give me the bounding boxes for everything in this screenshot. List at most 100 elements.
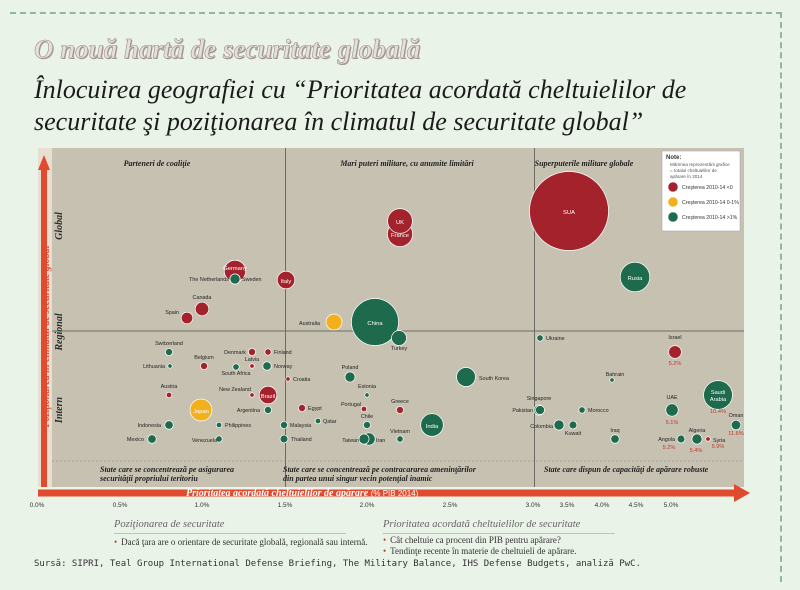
bubble-label: Estonia bbox=[358, 384, 376, 390]
bubble-label: New Zealand bbox=[219, 387, 251, 393]
bubble-poland bbox=[344, 371, 356, 383]
footer-left-rule bbox=[114, 533, 346, 534]
bubble-label: Angola bbox=[658, 437, 675, 443]
bubble-spain bbox=[180, 311, 194, 325]
bubble-iraq bbox=[610, 434, 620, 444]
bubble-greece bbox=[396, 406, 404, 414]
bubble-kuwait bbox=[568, 420, 578, 430]
bubble-label: Oman bbox=[729, 413, 744, 419]
subtitle-line-2: securitate şi poziţionarea în climatul d… bbox=[34, 107, 644, 136]
legend-note-title: Note: bbox=[666, 155, 681, 161]
bubble-label: Iraq bbox=[610, 428, 619, 434]
bubble-thailand bbox=[279, 434, 289, 444]
bubble-label: Turkey bbox=[391, 346, 408, 352]
bubble-label: Mexico bbox=[127, 437, 144, 443]
bubble-saudi-arabia bbox=[703, 380, 733, 410]
bubble-label: Pakistan bbox=[512, 408, 533, 414]
bubble-finland bbox=[264, 348, 272, 356]
bubble-label: Kuwait bbox=[565, 431, 582, 437]
bubble-rusia bbox=[619, 261, 651, 293]
bubble-algeria bbox=[691, 433, 703, 445]
bubble-label: UK bbox=[396, 220, 404, 226]
bubble-qatar bbox=[314, 417, 322, 425]
bubble-label: Japan bbox=[193, 409, 209, 415]
x-tick-label: 3.5% bbox=[560, 502, 575, 509]
bubble-mexico bbox=[147, 434, 157, 444]
bubble-label: Ukraine bbox=[546, 336, 565, 342]
x-tick-label: 0.0% bbox=[30, 502, 45, 509]
page-border bbox=[10, 12, 782, 582]
bubble-label: UAE bbox=[666, 395, 677, 401]
bubble-oman bbox=[730, 419, 742, 431]
bubble-label: Croatia bbox=[293, 377, 310, 383]
bubble-label: Brazil bbox=[261, 394, 276, 400]
bubble-label: Spain bbox=[165, 310, 179, 316]
bubble-label: Singapore bbox=[527, 396, 552, 402]
x-tick-label: 1.0% bbox=[195, 502, 210, 509]
bubble-layer bbox=[147, 171, 742, 446]
bubble-label: Finland bbox=[274, 350, 292, 356]
bubble-ukraine bbox=[536, 334, 544, 342]
legend-swatch bbox=[667, 181, 679, 193]
bubble-label: Lithuania bbox=[143, 364, 165, 370]
bubble-label: Italy bbox=[281, 279, 292, 285]
bubble-label: France bbox=[391, 233, 409, 239]
subtitle-line-1: Înlocuirea geografiei cu “Prioritatea ac… bbox=[34, 75, 687, 104]
bubble-croatia bbox=[285, 376, 291, 382]
x-tick-label: 2.0% bbox=[360, 502, 375, 509]
bubble-argentina bbox=[264, 406, 272, 414]
bubble-label: Australia bbox=[299, 321, 320, 327]
bubble-label: Vietnam bbox=[390, 429, 410, 435]
bubble-label: South Korea bbox=[479, 376, 509, 382]
legend-swatch bbox=[667, 196, 679, 208]
bubble-label: Argentina bbox=[237, 408, 260, 414]
bubble-label: Colombia bbox=[530, 424, 553, 430]
bubble-label: Belgium bbox=[194, 355, 214, 361]
bubble-label: Egypt bbox=[308, 406, 322, 412]
bubble-extra-label: 5.4% bbox=[690, 448, 703, 454]
bubble-label: Denmark bbox=[224, 350, 246, 356]
bubble-label: China bbox=[367, 321, 383, 327]
bubble-label: Thailand bbox=[291, 437, 312, 443]
bubble-label: Greece bbox=[391, 399, 409, 405]
bubble-chile bbox=[363, 421, 371, 429]
chart-legend: Note:Mărimea reprezentării grafice= tota… bbox=[661, 150, 741, 232]
bubble-new-zealand bbox=[249, 392, 255, 398]
legend-swatch bbox=[667, 211, 679, 223]
legend-label: Creşterea 2010-14 >1% bbox=[682, 215, 738, 221]
bubble-label: Indonesia bbox=[138, 423, 161, 429]
y-axis-label: Poziţionarea în climatul de securitate g… bbox=[41, 245, 52, 427]
bubble-angola bbox=[676, 434, 686, 444]
bubble-extra-label: 5.2% bbox=[669, 361, 682, 367]
bubble-uk bbox=[387, 208, 413, 234]
bubble-label: South Africa bbox=[221, 371, 250, 377]
x-tick-label: 5.0% bbox=[664, 502, 679, 509]
bubble-malaysia bbox=[280, 421, 288, 429]
bubble-label: Venezuela bbox=[192, 438, 217, 444]
legend-label: Creşterea 2010-14 <0 bbox=[682, 185, 733, 191]
bubble-china bbox=[351, 298, 399, 346]
bubble-label: The Netherlands bbox=[189, 277, 229, 283]
bubble-label: Iran bbox=[376, 438, 385, 444]
bubble-brazil bbox=[258, 385, 278, 405]
x-tick-label: 0.5% bbox=[113, 502, 128, 509]
x-tick-label: 3.0% bbox=[526, 502, 541, 509]
bubble-label: Taiwan bbox=[342, 438, 359, 444]
footer-right-item: • Cât cheltuie ca procent din PIB pentru … bbox=[383, 535, 561, 545]
bubble-label: SUA bbox=[563, 210, 575, 216]
bubble-label: Chile bbox=[361, 414, 373, 420]
bubble-indonesia bbox=[164, 420, 174, 430]
bubble-sweden bbox=[229, 273, 241, 285]
bubble-venezuela bbox=[215, 435, 223, 443]
quadrant-heading: Superputerile militare globale bbox=[535, 159, 634, 168]
bubble-sua bbox=[529, 171, 609, 251]
source-note: Sursă: SIPRI, Teal Group International D… bbox=[34, 559, 641, 569]
bubble-label: Germany bbox=[223, 266, 247, 272]
bubble-label: Sweden bbox=[242, 277, 261, 283]
bubble-label: India bbox=[426, 424, 439, 430]
bubble-morocco bbox=[578, 406, 586, 414]
bubble-extra-label: 10.4% bbox=[710, 409, 726, 415]
bubble-egypt bbox=[298, 404, 306, 412]
